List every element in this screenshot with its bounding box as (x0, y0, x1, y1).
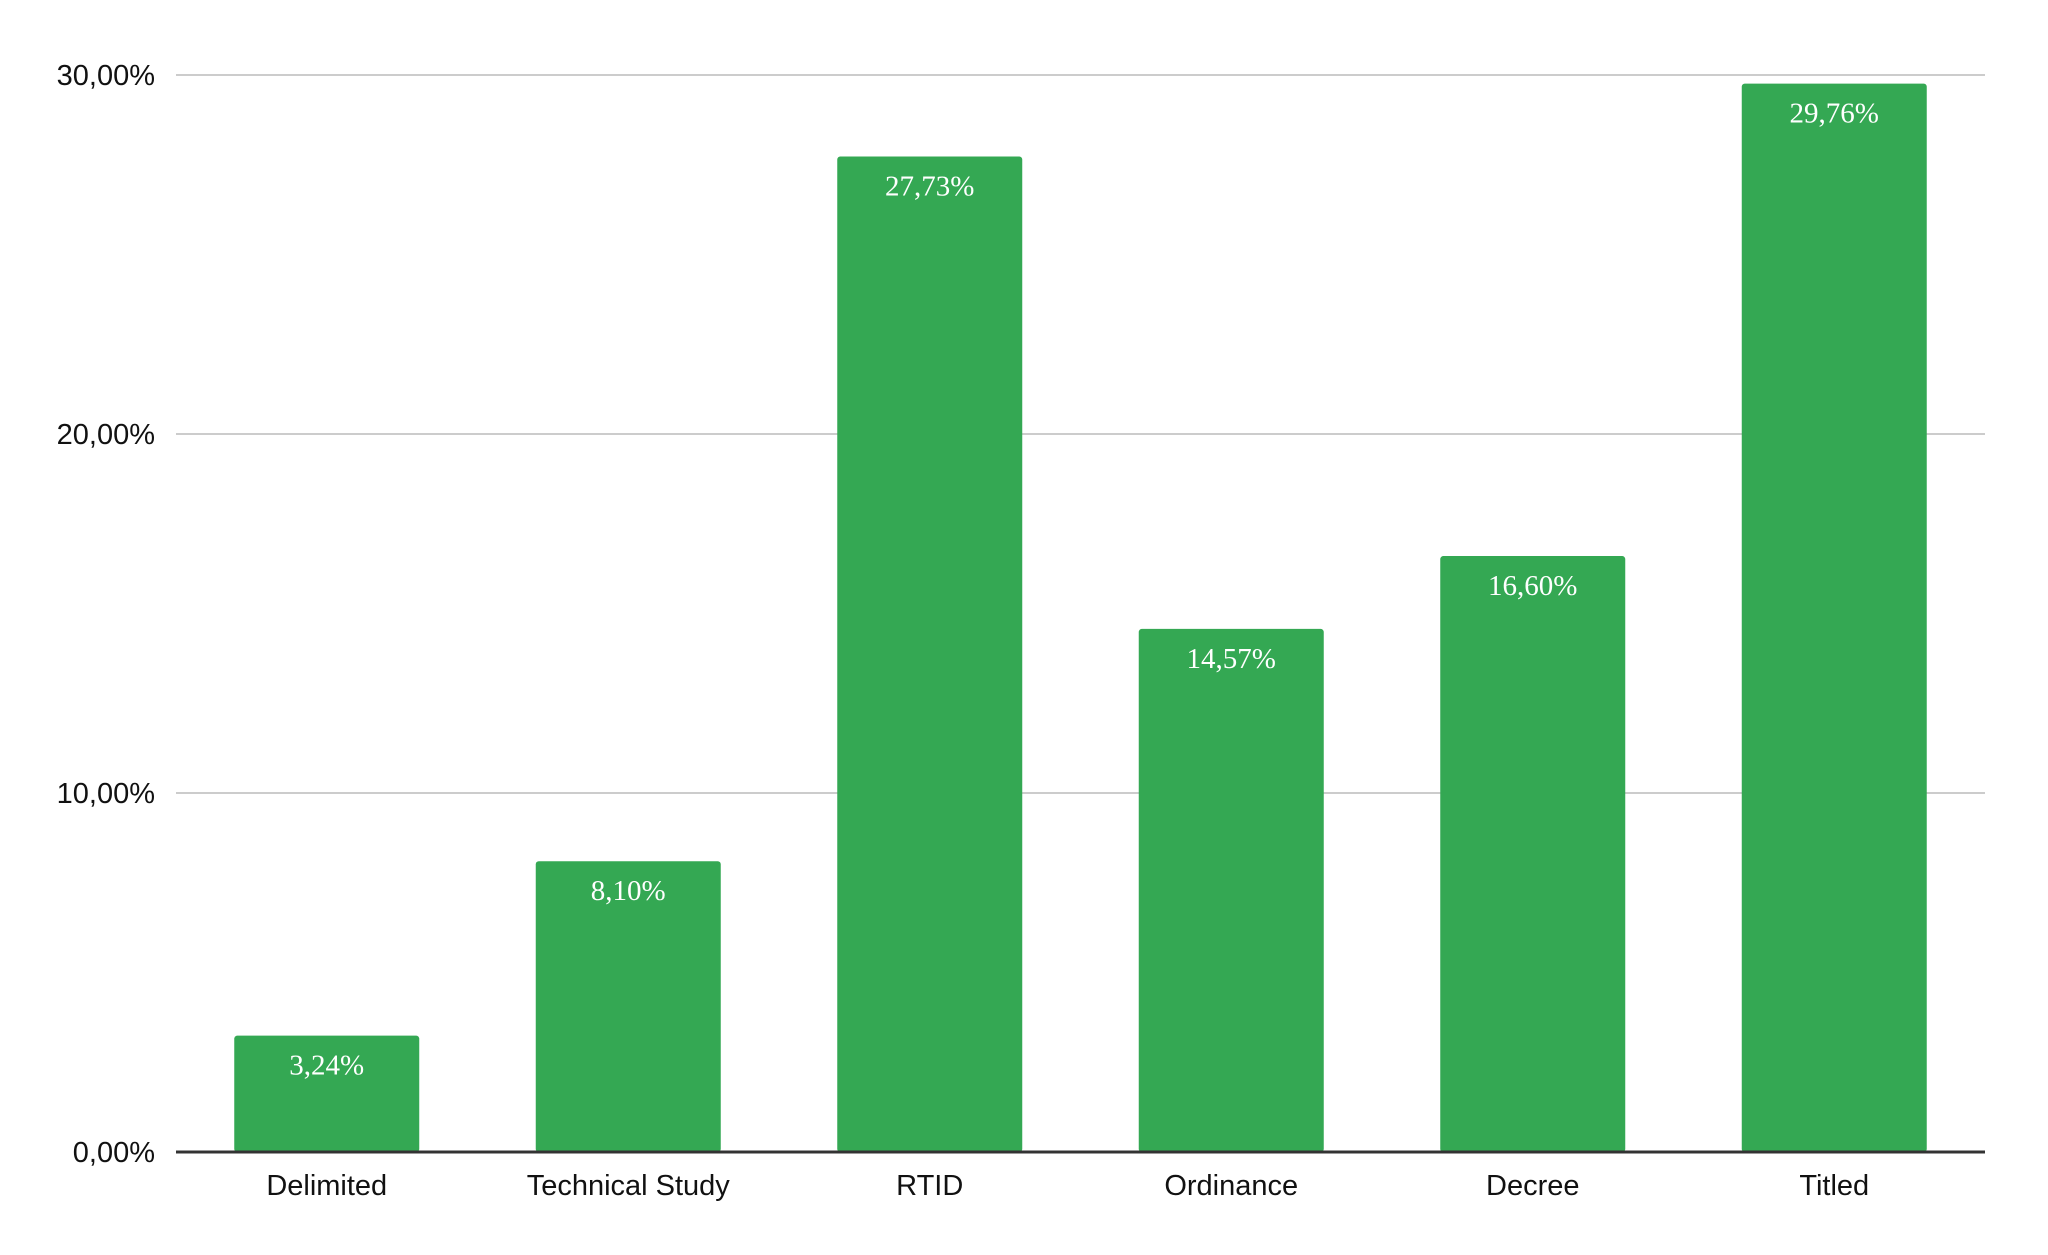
bar-titled (1741, 83, 1927, 1153)
y-tick-label: 30,00% (57, 60, 155, 92)
gridlines (176, 74, 1985, 794)
y-tick-label: 0,00% (73, 1137, 155, 1169)
data-labels: 3,24% 8,10% 27,73% 14,57% 16,60% 29,76% (289, 98, 1879, 1082)
data-label: 3,24% (289, 1050, 364, 1082)
x-axis-category-labels: Delimited Technical Study RTID Ordinance Dec… (266, 1170, 1869, 1202)
bar-technical-study (535, 861, 721, 1152)
y-tick-label: 20,00% (57, 419, 155, 451)
bar-delimited (234, 1035, 420, 1152)
bar-rtid (837, 156, 1023, 1153)
data-label: 14,57% (1187, 643, 1276, 675)
x-category-label: Technical Study (527, 1170, 731, 1202)
x-category-label: RTID (896, 1170, 963, 1202)
x-category-label: Ordinance (1164, 1170, 1298, 1202)
x-category-label: Delimited (266, 1170, 387, 1202)
data-label: 16,60% (1488, 570, 1577, 602)
data-label: 27,73% (885, 170, 974, 202)
data-label: 29,76% (1790, 98, 1879, 130)
x-category-label: Titled (1799, 1170, 1869, 1202)
bar-ordinance (1138, 628, 1324, 1152)
y-tick-label: 10,00% (57, 778, 155, 810)
x-category-label: Decree (1486, 1170, 1580, 1202)
bar-decree (1440, 556, 1626, 1152)
bars (234, 83, 1927, 1153)
data-label: 8,10% (591, 875, 666, 907)
y-axis-tick-labels: 0,00% 10,00% 20,00% 30,00% (57, 60, 155, 1169)
